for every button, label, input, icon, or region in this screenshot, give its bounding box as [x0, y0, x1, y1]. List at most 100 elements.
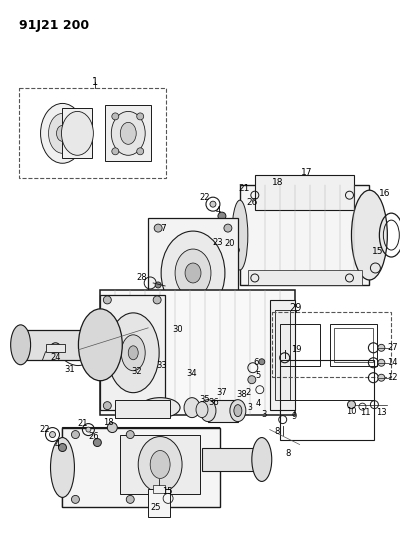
Text: 22: 22	[39, 425, 50, 434]
Ellipse shape	[184, 398, 200, 417]
Ellipse shape	[138, 437, 182, 492]
Ellipse shape	[61, 111, 93, 155]
Text: 15: 15	[162, 487, 172, 496]
Ellipse shape	[111, 111, 145, 155]
Text: 26: 26	[246, 198, 257, 207]
Text: 11: 11	[360, 408, 371, 417]
Ellipse shape	[185, 263, 201, 283]
Text: 37: 37	[217, 388, 227, 397]
Text: 18: 18	[272, 177, 284, 187]
Circle shape	[248, 376, 256, 384]
Circle shape	[107, 423, 117, 433]
Bar	[270, 300, 295, 410]
Bar	[115, 400, 170, 417]
Bar	[280, 360, 375, 440]
Circle shape	[103, 296, 111, 304]
Bar	[240, 185, 369, 285]
Text: 23: 23	[213, 238, 223, 247]
Ellipse shape	[49, 114, 77, 154]
Bar	[255, 175, 354, 210]
Ellipse shape	[140, 398, 180, 417]
Bar	[280, 324, 320, 366]
Polygon shape	[63, 427, 220, 507]
Circle shape	[155, 282, 161, 288]
Ellipse shape	[196, 402, 208, 417]
Text: 15: 15	[372, 247, 383, 255]
Text: 18: 18	[103, 418, 113, 427]
Text: 25: 25	[150, 503, 160, 512]
Circle shape	[126, 495, 134, 503]
Ellipse shape	[161, 231, 225, 315]
Ellipse shape	[200, 400, 216, 422]
Bar	[275, 310, 290, 400]
Bar	[20, 330, 100, 360]
Circle shape	[210, 201, 216, 207]
Circle shape	[233, 247, 239, 254]
Circle shape	[59, 443, 67, 451]
Text: 2: 2	[245, 388, 251, 397]
Ellipse shape	[351, 190, 387, 280]
Text: 12: 12	[387, 373, 397, 382]
Circle shape	[71, 495, 79, 503]
Text: 31: 31	[64, 365, 75, 374]
Bar	[120, 434, 200, 495]
Ellipse shape	[79, 309, 122, 381]
Text: 5: 5	[255, 371, 260, 380]
Ellipse shape	[252, 438, 272, 481]
Text: 14: 14	[387, 358, 397, 367]
Text: 20: 20	[225, 239, 235, 247]
Ellipse shape	[232, 200, 248, 270]
Text: 4: 4	[255, 399, 260, 408]
Text: 33: 33	[157, 361, 168, 370]
Circle shape	[50, 432, 55, 438]
Circle shape	[218, 212, 226, 220]
Ellipse shape	[41, 103, 84, 163]
Bar	[148, 318, 238, 330]
Circle shape	[224, 224, 232, 232]
Text: 17: 17	[301, 168, 312, 177]
Ellipse shape	[150, 450, 170, 479]
Text: 35: 35	[200, 395, 210, 404]
Circle shape	[137, 148, 144, 155]
Ellipse shape	[57, 125, 69, 141]
Bar	[63, 108, 92, 158]
Circle shape	[137, 113, 144, 120]
Circle shape	[378, 344, 385, 351]
Ellipse shape	[107, 313, 159, 393]
Text: 29: 29	[290, 303, 302, 313]
Text: 13: 13	[376, 408, 387, 417]
Text: 10: 10	[346, 407, 357, 416]
Bar	[248, 270, 363, 285]
Bar	[148, 489, 170, 518]
Circle shape	[178, 331, 186, 339]
Circle shape	[224, 314, 232, 322]
Text: 38: 38	[237, 390, 247, 399]
Text: 26: 26	[88, 432, 99, 441]
Bar	[334, 328, 373, 362]
Text: 36: 36	[209, 398, 219, 407]
Bar	[330, 324, 377, 366]
Bar	[63, 427, 220, 507]
Bar	[18, 88, 166, 178]
Text: 8: 8	[274, 427, 279, 436]
Text: 21: 21	[238, 184, 249, 193]
Ellipse shape	[230, 400, 246, 422]
Circle shape	[259, 359, 265, 365]
Bar	[153, 486, 165, 494]
Circle shape	[153, 296, 161, 304]
Circle shape	[112, 113, 119, 120]
Text: 7: 7	[160, 224, 166, 232]
Circle shape	[153, 402, 161, 410]
Text: 30: 30	[173, 325, 183, 334]
Circle shape	[93, 439, 101, 447]
Ellipse shape	[120, 123, 136, 144]
Bar	[105, 106, 151, 161]
Circle shape	[154, 314, 162, 322]
Text: 3: 3	[247, 403, 252, 412]
Circle shape	[86, 427, 91, 432]
Circle shape	[71, 431, 79, 439]
Text: 6: 6	[253, 358, 259, 367]
Circle shape	[112, 148, 119, 155]
Text: 27: 27	[387, 343, 398, 352]
Text: 28: 28	[137, 273, 148, 282]
